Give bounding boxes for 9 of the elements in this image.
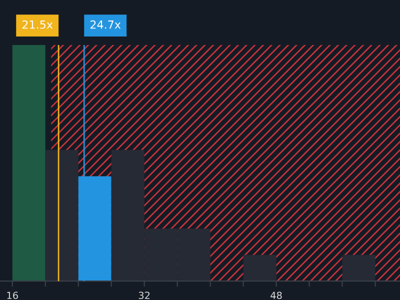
x-tick-label: 32 — [138, 292, 150, 300]
x-tick-label: 48 — [270, 292, 282, 300]
bar — [45, 150, 78, 282]
x-tick-label: 16 — [7, 292, 18, 300]
bar — [12, 45, 46, 282]
bar — [342, 254, 376, 282]
ref-line-label: 24.7x — [90, 20, 121, 29]
bar — [243, 254, 276, 282]
ref-line-label: 21.5x — [22, 20, 53, 29]
